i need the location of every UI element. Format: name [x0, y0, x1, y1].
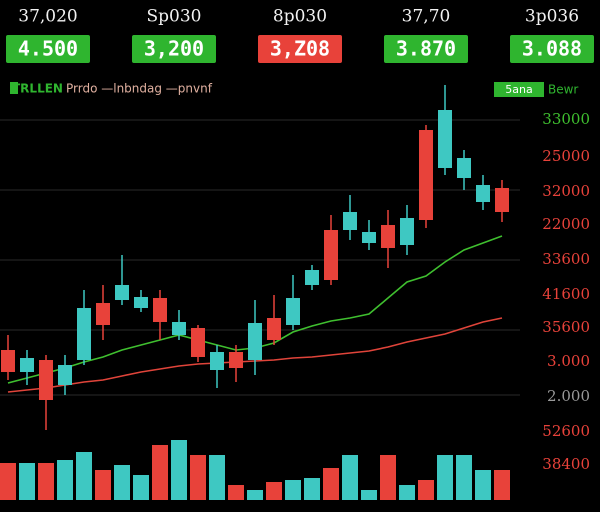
- volume-bar: [190, 455, 206, 500]
- volume-bar: [494, 470, 510, 500]
- volume-bar: [152, 445, 168, 500]
- ticker-price: 3,Z08: [270, 37, 330, 61]
- volume-bar: [171, 440, 187, 500]
- candle-body: [248, 323, 262, 360]
- ticker-box: [258, 35, 342, 63]
- price-label: 32000: [542, 182, 590, 200]
- volume-bar: [19, 463, 35, 500]
- candle-body: [58, 365, 72, 385]
- ticker-name: 8p030: [273, 7, 327, 27]
- candle-body: [229, 352, 243, 368]
- volume-bar: [247, 490, 263, 500]
- candle-body: [457, 158, 471, 178]
- price-label: 38400: [542, 455, 590, 473]
- candle-body: [305, 270, 319, 285]
- price-label: 41600: [542, 285, 590, 303]
- price-label: 22000: [542, 215, 590, 233]
- volume-bar: [418, 480, 434, 500]
- legend-swatch: [10, 82, 18, 94]
- candle-body: [381, 225, 395, 248]
- ticker-price: 3.088: [522, 37, 582, 61]
- volume-bar: [114, 465, 130, 500]
- price-label: 35600: [542, 318, 590, 336]
- ticker-name: Sp030: [147, 7, 202, 27]
- legend-items: Prrdo —lnbndag —pnvnf: [66, 82, 213, 96]
- volume-bar: [361, 490, 377, 500]
- ticker-box: [6, 35, 90, 63]
- candle-body: [39, 360, 53, 400]
- volume-bar: [38, 463, 54, 500]
- ticker-name: 37,020: [18, 7, 77, 27]
- ticker-price: 3,200: [144, 37, 204, 61]
- ticker-price: 3.870: [396, 37, 456, 61]
- ticker-box: [384, 35, 468, 63]
- volume-bar: [475, 470, 491, 500]
- legend-box-text: 5ana: [505, 83, 532, 96]
- ticker-box: [132, 35, 216, 63]
- candle-body: [286, 298, 300, 325]
- price-label: 3.000: [547, 352, 590, 370]
- candle-body: [495, 188, 509, 212]
- candle-body: [438, 110, 452, 168]
- price-label: 52600: [542, 422, 590, 440]
- candle-body: [20, 358, 34, 372]
- volume-bar: [209, 455, 225, 500]
- ticker-box: [510, 35, 594, 63]
- volume-bar: [228, 485, 244, 500]
- legend-box: [494, 82, 544, 97]
- candle-body: [153, 298, 167, 322]
- candle-body: [362, 232, 376, 243]
- volume-bar: [57, 460, 73, 500]
- price-label: 25000: [542, 147, 590, 165]
- candle-body: [77, 308, 91, 360]
- ticker-price: 4.500: [18, 37, 78, 61]
- candle-body: [343, 212, 357, 230]
- candle-body: [324, 230, 338, 280]
- volume-bar: [0, 463, 16, 500]
- candle-body: [210, 352, 224, 370]
- candle-body: [134, 297, 148, 308]
- price-labels: 33000 25000 32000 22000 33600 41600 35600 3.000…: [542, 110, 590, 473]
- candle-body: [115, 285, 129, 300]
- price-label: 33000: [542, 110, 590, 128]
- volume-bar: [456, 455, 472, 500]
- ticker-row: 37,020 4.500 Sp030 3,200 8p030 3,Z08 37,70 3.87…: [6, 7, 594, 63]
- volume-bar: [323, 468, 339, 500]
- volume-bar: [133, 475, 149, 500]
- volume-bar: [342, 455, 358, 500]
- volume-bar: [266, 482, 282, 500]
- candle-body: [191, 328, 205, 357]
- price-label: 33600: [542, 250, 590, 268]
- candle-body: [172, 322, 186, 335]
- legend-left: TRLLEN: [12, 82, 63, 96]
- volume-bar: [95, 470, 111, 500]
- volume-bar: [380, 455, 396, 500]
- candle-body: [267, 318, 281, 340]
- volume-bar: [76, 452, 92, 500]
- candle-body: [476, 185, 490, 202]
- plot: [0, 85, 510, 500]
- candle-body: [96, 303, 110, 325]
- candle-body: [419, 130, 433, 220]
- legend-right: Bewr: [548, 83, 578, 97]
- ticker-name: 3p036: [525, 7, 579, 27]
- ticker-name: 37,70: [402, 7, 451, 27]
- price-label: 2.000: [547, 387, 590, 405]
- volume-bar: [304, 478, 320, 500]
- candle-body: [400, 218, 414, 245]
- volume-bar: [437, 455, 453, 500]
- volume-bar: [285, 480, 301, 500]
- candle-body: [1, 350, 15, 372]
- volume-bar: [399, 485, 415, 500]
